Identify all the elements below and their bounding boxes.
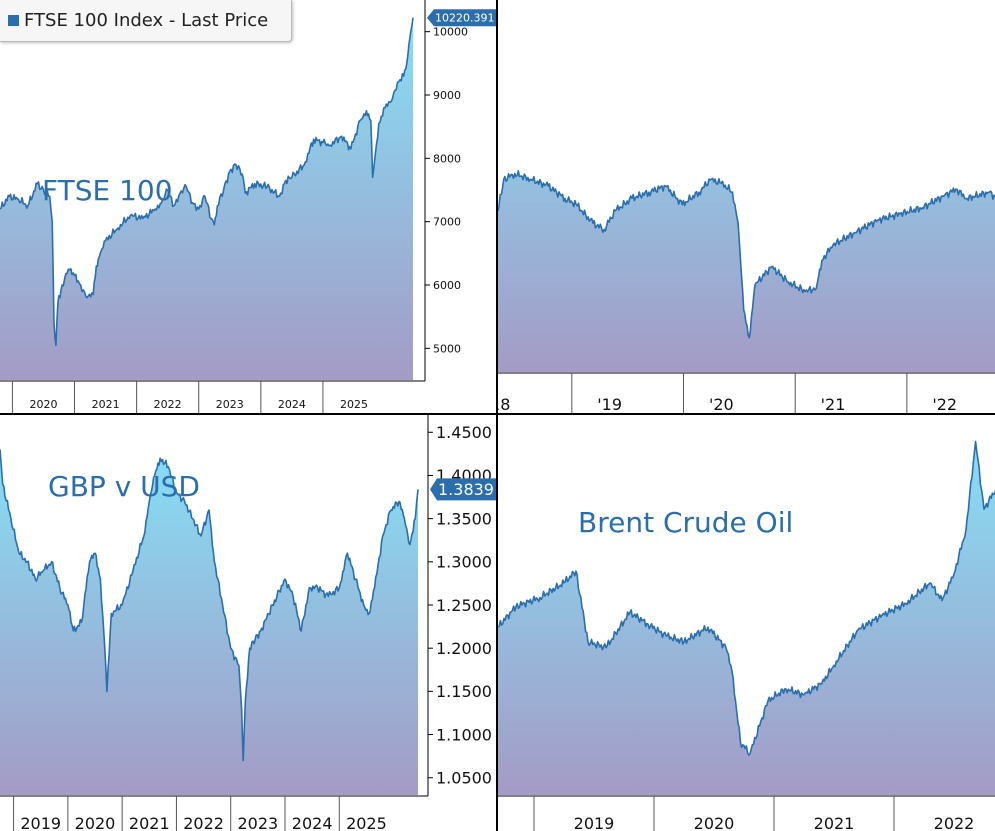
- x-tick-label: 2021: [129, 814, 170, 831]
- y-tick-label: 1.3000: [436, 553, 492, 572]
- y-tick-label: 10000: [433, 26, 468, 39]
- y-tick-label: 1.2000: [436, 639, 492, 658]
- x-tick-label: 2020: [29, 398, 57, 411]
- series-line: [498, 440, 995, 756]
- y-tick-label: 1.0500: [436, 768, 492, 787]
- chart-panel-brent-crude: Brent Crude Oil2040608010012020192020202…: [498, 415, 995, 831]
- x-tick-label: 2024: [292, 814, 333, 831]
- y-tick-label: 8000: [433, 152, 461, 165]
- brent-crude-chart: Brent Crude Oil2040608010012020192020202…: [498, 440, 995, 831]
- series-line: [0, 449, 419, 762]
- x-tick-label: '18: [498, 395, 510, 413]
- x-tick-label: '22: [932, 395, 957, 413]
- x-tick-label: 2022: [183, 814, 224, 831]
- x-tick-label: '19: [597, 395, 622, 413]
- chart-panel-ftse-long: 5000600070008000900010000'18'19'20'21'22…: [498, 0, 995, 413]
- y-tick-label: 1.2500: [436, 596, 492, 615]
- x-tick-label: 2020: [75, 814, 116, 831]
- ftse-100-short-chart: FTSE 100 5000 6000 7000 8000 9000 10000 2020 202…: [0, 0, 496, 413]
- x-tick-label: 2021: [814, 814, 855, 831]
- gbp-usd-chart: GBP v USD 1.0500 1.1000 1.1500 1.2000 1.2500 1…: [0, 415, 496, 831]
- x-tick-label: 2021: [92, 398, 120, 411]
- area-fill: [498, 441, 995, 795]
- y-tick-label: 1.4500: [436, 423, 492, 442]
- y-tick-label: 7000: [433, 216, 461, 229]
- chart-title: FTSE 100: [42, 174, 173, 207]
- x-tick-label: 2022: [934, 814, 975, 831]
- x-tick-label: 2025: [340, 398, 368, 411]
- area-fill: [0, 17, 413, 380]
- last-price-tag: [430, 478, 496, 501]
- chart-panel-gbp-usd: GBP v USD 1.0500 1.1000 1.1500 1.2000 1.2500 1…: [0, 415, 496, 831]
- x-tick-label: 2025: [346, 814, 387, 831]
- chart-title: Brent Crude Oil: [578, 506, 793, 539]
- x-tick-label: 2024: [278, 398, 306, 411]
- series-legend[interactable]: FTSE 100 Index - Last Price: [0, 0, 292, 42]
- horizontal-divider: [0, 413, 995, 415]
- ftse-100-long-chart: 5000600070008000900010000'18'19'20'21'22…: [498, 170, 995, 413]
- y-tick-label: 6000: [433, 279, 461, 292]
- y-tick-label: 1.1000: [436, 725, 492, 744]
- x-tick-label: '21: [821, 395, 846, 413]
- last-price-tag: [427, 9, 496, 27]
- x-tick-label: 2023: [237, 814, 278, 831]
- series-line: [498, 170, 995, 339]
- x-tick-label: 2023: [216, 398, 244, 411]
- y-tick-label: 1.3500: [436, 509, 492, 528]
- area-fill: [498, 170, 995, 372]
- area-fill: [0, 449, 418, 795]
- x-tick-label: 2020: [694, 814, 735, 831]
- legend-swatch-icon: [8, 15, 19, 26]
- y-tick-label: 1.1500: [436, 682, 492, 701]
- vertical-divider: [496, 0, 498, 831]
- x-tick-label: 2022: [154, 398, 182, 411]
- x-tick-label: 2019: [20, 814, 61, 831]
- series-line: [0, 17, 414, 346]
- chart-title: GBP v USD: [48, 470, 200, 503]
- x-tick-label: '20: [709, 395, 734, 413]
- chart-panel-ftse-short: FTSE 100 5000 6000 7000 8000 9000 10000 2020 202…: [0, 0, 496, 413]
- x-tick-label: 2019: [574, 814, 615, 831]
- last-price-label: 1.3839: [438, 480, 494, 499]
- legend-label: FTSE 100 Index - Last Price: [24, 10, 269, 31]
- y-tick-label: 5000: [433, 342, 461, 355]
- last-price-label: 10220.391: [435, 12, 495, 25]
- y-tick-label: 9000: [433, 89, 461, 102]
